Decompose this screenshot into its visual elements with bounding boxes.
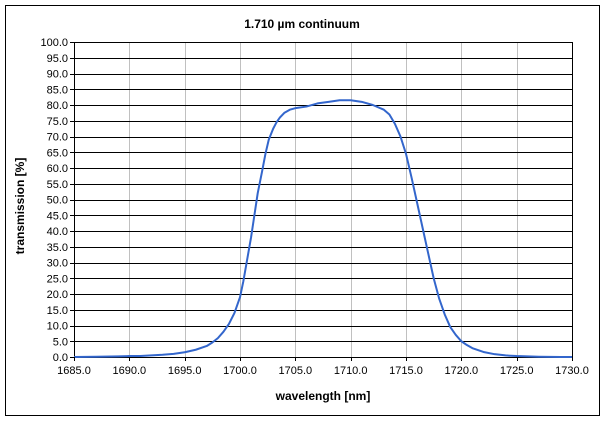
y-tick-label: 65.0	[47, 147, 68, 159]
y-tick-label: 95.0	[47, 53, 68, 65]
y-tick-label: 50.0	[47, 195, 68, 207]
x-tick-label: 1715.0	[389, 365, 423, 377]
y-tick-label: 70.0	[47, 132, 68, 144]
x-tick-label: 1725.0	[500, 365, 534, 377]
y-tick-label: 75.0	[47, 116, 68, 128]
y-tick-label: 45.0	[47, 210, 68, 222]
x-tick-label: 1710.0	[334, 365, 368, 377]
y-tick-label: 80.0	[47, 100, 68, 112]
chart-title: 1.710 µm continuum	[244, 17, 360, 31]
plot-area-border	[74, 42, 573, 358]
series-line-transmission	[73, 99, 572, 358]
y-tick-label: 40.0	[47, 226, 68, 238]
y-tick-label: 5.0	[53, 336, 68, 348]
x-axis-label: wavelength [nm]	[275, 389, 371, 403]
y-tick-label: 25.0	[47, 273, 68, 285]
y-axis-label: transmission [%]	[13, 158, 27, 255]
x-tick-label: 1700.0	[223, 365, 257, 377]
x-tick-label: 1720.0	[445, 365, 479, 377]
x-tick-label: 1730.0	[555, 365, 589, 377]
chart: 1.710 µm continuum 1685.0 1690.0 1695.0 170…	[13, 17, 589, 403]
y-tick-label: 0.0	[53, 352, 68, 364]
y-tick-label: 10.0	[47, 321, 68, 333]
x-tick-label: 1685.0	[57, 365, 91, 377]
y-tick-label: 55.0	[47, 179, 68, 191]
y-tick-label: 90.0	[47, 69, 68, 81]
y-tick-label: 15.0	[47, 305, 68, 317]
chart-frame: 1.710 µm continuum 1685.0 1690.0 1695.0 170…	[5, 5, 600, 416]
y-tick-label: 20.0	[47, 289, 68, 301]
x-tick-label: 1690.0	[113, 365, 147, 377]
y-tick-label: 100.0	[40, 37, 68, 49]
y-tick-label: 30.0	[47, 258, 68, 270]
y-tick-label: 35.0	[47, 242, 68, 254]
x-tick-label: 1705.0	[279, 365, 313, 377]
y-tick-label: 60.0	[47, 163, 68, 175]
x-tick-label: 1695.0	[168, 365, 202, 377]
y-tick-label: 85.0	[47, 84, 68, 96]
